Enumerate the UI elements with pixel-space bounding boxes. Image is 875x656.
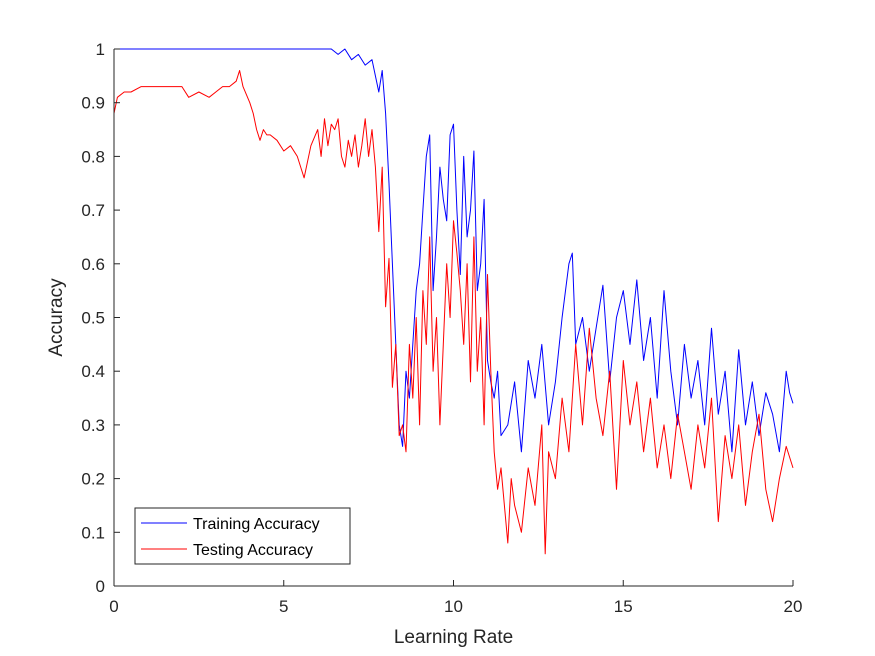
- y-tick-label: 0.4: [81, 362, 105, 381]
- x-axis-label: Learning Rate: [394, 627, 513, 648]
- y-tick-label: 0.6: [81, 255, 105, 274]
- y-tick-label: 0.9: [81, 94, 105, 113]
- x-tick-label: 15: [614, 597, 633, 616]
- y-tick-label: 0.3: [81, 416, 105, 435]
- y-axis-label: Accuracy: [46, 278, 67, 357]
- x-tick-label: 20: [784, 597, 803, 616]
- axes-layer: 0 5 10 15 20 0 0.1 0.2 0.3 0.4 0.5 0.6 0.7 0.8 0.9 1: [81, 40, 802, 616]
- y-tick-label: 0.5: [81, 309, 105, 328]
- y-tick-label: 0.7: [81, 201, 105, 220]
- y-tick-label: 1: [96, 40, 105, 59]
- series-line-0: [114, 48, 794, 453]
- legend: Training Accuracy Testing Accuracy: [134, 507, 351, 565]
- series-layer: [113, 48, 794, 555]
- series-line-1: [113, 70, 794, 555]
- x-tick-label: 0: [109, 597, 118, 616]
- y-tick-label: 0.8: [81, 147, 105, 166]
- legend-label-testing: Testing Accuracy: [193, 542, 313, 559]
- y-tick-label: 0.1: [81, 523, 105, 542]
- plot-area: [114, 49, 793, 586]
- y-tick-label: 0.2: [81, 470, 105, 489]
- x-tick-label: 10: [444, 597, 463, 616]
- x-tick-label: 5: [279, 597, 288, 616]
- legend-box: [134, 507, 351, 565]
- y-tick-label: 0: [96, 577, 105, 596]
- legend-label-training: Training Accuracy: [193, 516, 320, 533]
